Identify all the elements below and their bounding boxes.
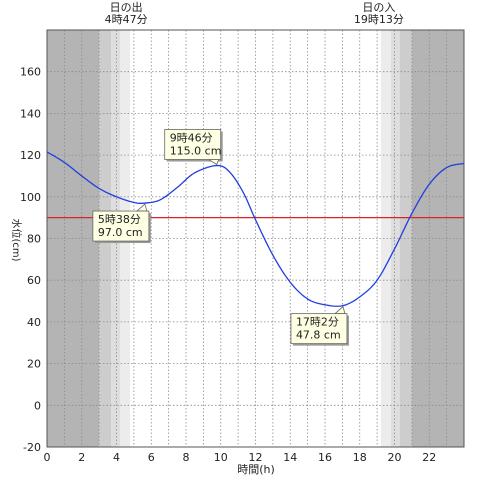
y-tick-label: 60 xyxy=(27,274,41,287)
plot-frame xyxy=(46,29,465,448)
sunrise-label: 日の出 xyxy=(110,0,143,14)
x-tick-label: 12 xyxy=(249,451,263,464)
twilight-band-5 xyxy=(391,30,400,447)
y-tick-label: -20 xyxy=(23,441,41,454)
y-tick-label: 40 xyxy=(27,316,41,329)
x-tick-label: 0 xyxy=(44,451,51,464)
x-tick-label: 14 xyxy=(283,451,297,464)
tide-series-line xyxy=(46,151,465,307)
y-tick-label: 160 xyxy=(20,66,41,79)
x-tick-label: 6 xyxy=(148,451,155,464)
callout-box xyxy=(290,313,348,345)
x-tick-label: 20 xyxy=(388,451,402,464)
y-tick-label: 80 xyxy=(27,233,41,246)
x-tick-label: 16 xyxy=(318,451,332,464)
callout-time: 17時2分 xyxy=(296,316,339,329)
x-axis-label: 時間(h) xyxy=(237,463,275,476)
sunrise-time: 4時47分 xyxy=(105,13,148,26)
twilight-band-7 xyxy=(411,30,464,447)
y-tick-label: 140 xyxy=(20,107,41,120)
callout-value: 115.0 cm xyxy=(170,145,222,158)
sunset-label: 日の入 xyxy=(362,1,395,14)
x-tick-label: 10 xyxy=(214,451,228,464)
x-tick-label: 8 xyxy=(183,451,190,464)
x-tick-label: 18 xyxy=(353,451,367,464)
y-tick-label: 100 xyxy=(20,191,41,204)
grid-lines xyxy=(47,30,464,447)
callout-value: 47.8 cm xyxy=(296,329,341,342)
x-tick-labels: 0 2 4 6 8 10 12 14 16 18 20 22 xyxy=(44,451,437,464)
callout-time: 9時46分 xyxy=(170,132,213,145)
twilight-band-4 xyxy=(380,30,392,447)
y-axis-label: 水位(cm) xyxy=(10,218,23,261)
y-tick-label: 120 xyxy=(20,149,41,162)
sunset-time: 19時13分 xyxy=(354,13,404,26)
x-tick-label: 4 xyxy=(113,451,120,464)
x-tick-label: 2 xyxy=(78,451,85,464)
callout-time: 5時38分 xyxy=(98,213,141,226)
y-tick-label: 20 xyxy=(27,358,41,371)
y-tick-label: 0 xyxy=(34,399,41,412)
twilight-band-6 xyxy=(399,30,412,447)
callout-box xyxy=(92,210,150,242)
callout-value: 97.0 cm xyxy=(98,226,143,239)
x-tick-label: 22 xyxy=(422,451,436,464)
callout-box xyxy=(164,129,222,160)
y-tick-labels: -20 0 20 40 60 80 100 120 140 160 xyxy=(20,66,41,454)
